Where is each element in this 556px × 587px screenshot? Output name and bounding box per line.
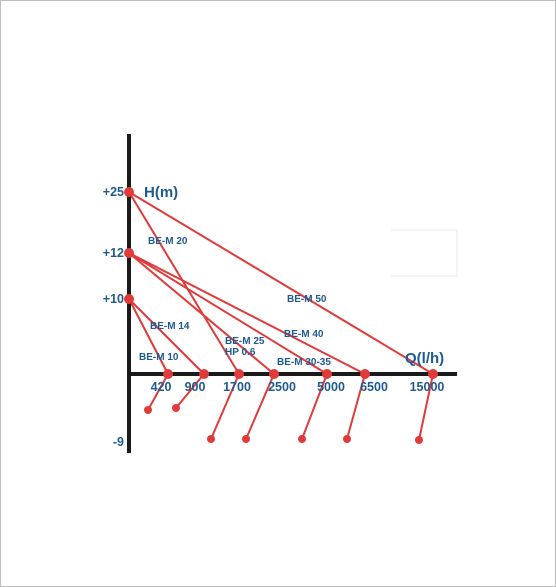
x-tick-label: 2500 [268,380,296,394]
flow-point [234,369,244,379]
series-label-5: BE-M 30-35 [277,357,331,368]
x-tick-label: 420 [151,380,172,394]
head-point [124,294,134,304]
x-tick-label: 1700 [223,380,251,394]
y-tick-label: +25 [103,185,124,199]
flow-point [163,369,173,379]
flow-point [428,369,438,379]
y-axis-title: H(m) [144,184,178,201]
x-tick-label: 5000 [317,380,345,394]
flow-point [199,369,209,379]
suction-point [343,435,351,443]
pump-curves [128,191,434,441]
series-label-2: BE-M 14 [150,321,190,332]
series-label-3: BE-M 20 [148,236,188,247]
curve-line-1 [128,298,169,375]
series-label-4: BE-M 25 [225,336,265,347]
curve-line-4 [128,252,275,375]
extra-label: HP 0.6 [225,347,256,358]
y-tick-label: -9 [113,435,124,449]
suction-line-2 [175,373,205,409]
x-tick-label: 900 [185,380,206,394]
artifact-box [391,229,458,277]
x-tick-label: 6500 [360,380,388,394]
suction-line-6 [346,373,366,440]
series-label-1: BE-M 10 [139,352,179,363]
suction-point [172,404,180,412]
suction-line-1 [147,373,169,411]
head-point [124,187,134,197]
curve-line-6 [128,252,366,375]
curve-line-2 [128,298,205,375]
series-label-6: BE-M 40 [284,329,324,340]
suction-line-4 [245,373,275,440]
x-tick-label: 15000 [410,380,445,394]
flow-point [360,369,370,379]
curve-line-5 [128,252,328,375]
curve-line-3 [128,191,240,375]
suction-point [242,435,250,443]
suction-point [144,406,152,414]
chart-texts: H(m) Q(l/h) BE-M 10 BE-M 14 BE-M 20 BE-M 25… [103,184,445,449]
y-tick-label: +10 [103,292,124,306]
suction-line-5 [301,373,328,440]
curve-points [124,187,438,444]
suction-line-7 [418,373,434,441]
flow-point [322,369,332,379]
head-point [124,248,134,258]
suction-point [207,435,215,443]
suction-point [298,435,306,443]
curve-line-7 [128,191,434,375]
series-label-7: BE-M 50 [287,294,327,305]
suction-line-3 [210,373,240,440]
suction-point [415,436,423,444]
flow-point [269,369,279,379]
y-tick-label: +12 [103,246,124,260]
x-axis-title: Q(l/h) [405,350,444,367]
